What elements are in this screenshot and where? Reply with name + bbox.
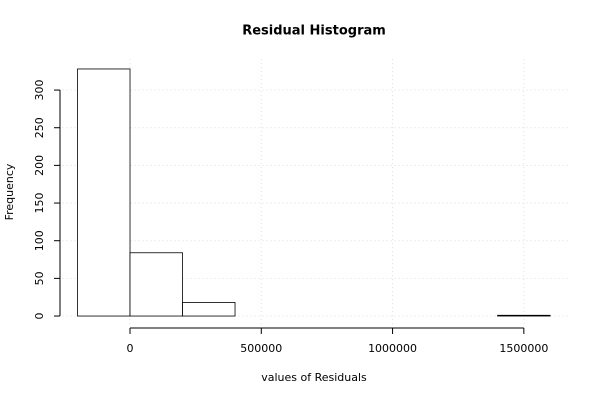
y-tick-label: 200: [33, 155, 46, 176]
y-tick-label: 150: [33, 193, 46, 214]
y-tick-label: 50: [33, 271, 46, 285]
x-tick-label: 500000: [240, 342, 282, 355]
y-tick-label: 100: [33, 230, 46, 251]
x-tick-label: 1500000: [499, 342, 548, 355]
bar: [129, 252, 183, 317]
bar: [77, 68, 131, 317]
y-tick-label: 300: [33, 80, 46, 101]
y-tick-label: 0: [33, 313, 46, 320]
bar: [497, 314, 551, 317]
x-tick-label: 1000000: [368, 342, 417, 355]
y-tick-label: 250: [33, 117, 46, 138]
y-axis-label: Frequency: [3, 163, 16, 220]
bar: [182, 302, 236, 317]
chart-title: Residual Histogram: [242, 24, 386, 39]
x-axis-label: values of Residuals: [261, 371, 367, 384]
x-tick-label: 0: [127, 342, 134, 355]
